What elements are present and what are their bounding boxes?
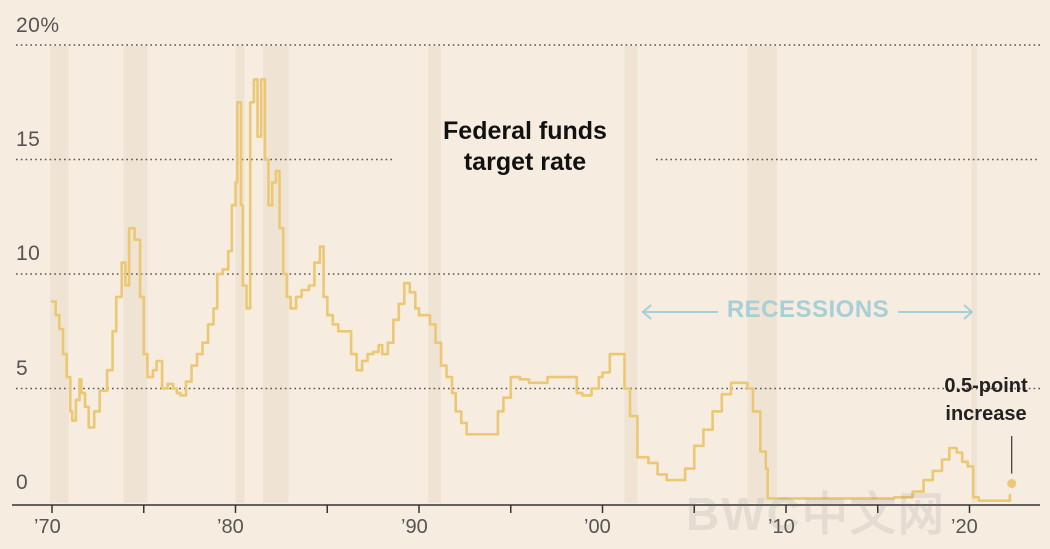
- x-tick-00: ’00: [584, 516, 611, 538]
- recessions-arrows: [641, 304, 974, 320]
- recession-band-6: [747, 46, 777, 503]
- x-axis-ticks: [51, 505, 971, 513]
- gridlines: [16, 44, 1040, 390]
- x-tick-10: ’10: [768, 516, 795, 538]
- y-tick-0: 0: [16, 471, 29, 494]
- x-tick-70: ’70: [34, 516, 61, 538]
- rate-increase-annotation: 0.5-point increase: [944, 375, 1028, 425]
- y-tick-10: 10: [16, 242, 41, 265]
- recessions-arrowhead-left: [641, 304, 652, 320]
- x-tick-80: ’80: [217, 516, 244, 538]
- recession-band-2: [235, 46, 245, 503]
- y-tick-20: 20%: [16, 14, 60, 37]
- x-tick-90: ’90: [401, 516, 428, 538]
- x-tick-20: ’20: [951, 516, 978, 538]
- watermark: BWC中文网: [686, 488, 946, 540]
- y-tick-15: 15: [16, 128, 41, 151]
- latest-rate-dot: [1007, 479, 1017, 489]
- rate-line: [50, 78, 1012, 502]
- chart-title: Federal funds target rate: [443, 117, 607, 176]
- y-tick-5: 5: [16, 357, 29, 380]
- recessions-arrowhead-right: [963, 304, 974, 320]
- recessions-label: RECESSIONS: [726, 296, 890, 323]
- recession-band-7: [971, 46, 977, 503]
